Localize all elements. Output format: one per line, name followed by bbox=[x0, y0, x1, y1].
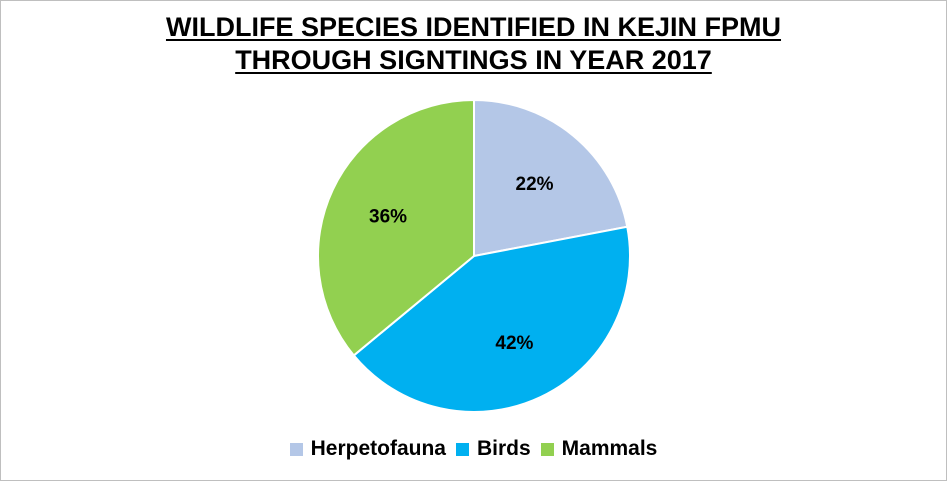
data-label-herpetofauna: 22% bbox=[516, 174, 554, 195]
chart-title: WILDLIFE SPECIES IDENTIFIED IN KEJIN FPM… bbox=[1, 11, 946, 77]
pie-slice-mammals bbox=[317, 98, 475, 357]
legend-item-herpetofauna: Herpetofauna bbox=[289, 437, 446, 461]
legend-swatch-herpetofauna bbox=[289, 442, 303, 456]
legend-item-birds: Birds bbox=[455, 437, 531, 461]
data-label-mammals: 36% bbox=[369, 207, 407, 228]
legend-label-birds: Birds bbox=[476, 437, 531, 460]
data-label-birds: 42% bbox=[495, 333, 533, 354]
pie-slice-birds bbox=[352, 225, 631, 413]
legend-swatch-mammals bbox=[540, 442, 554, 456]
pie-slice-herpetofauna bbox=[473, 98, 629, 258]
legend: Herpetofauna Birds Mammals bbox=[1, 437, 946, 461]
legend-label-mammals: Mammals bbox=[561, 437, 658, 460]
legend-item-mammals: Mammals bbox=[540, 437, 658, 461]
chart-title-line-2: THROUGH SIGNTINGS IN YEAR 2017 bbox=[235, 45, 712, 75]
legend-swatch-birds bbox=[455, 442, 469, 456]
chart-title-line-1: WILDLIFE SPECIES IDENTIFIED IN KEJIN FPM… bbox=[165, 12, 782, 42]
legend-label-herpetofauna: Herpetofauna bbox=[310, 437, 446, 460]
